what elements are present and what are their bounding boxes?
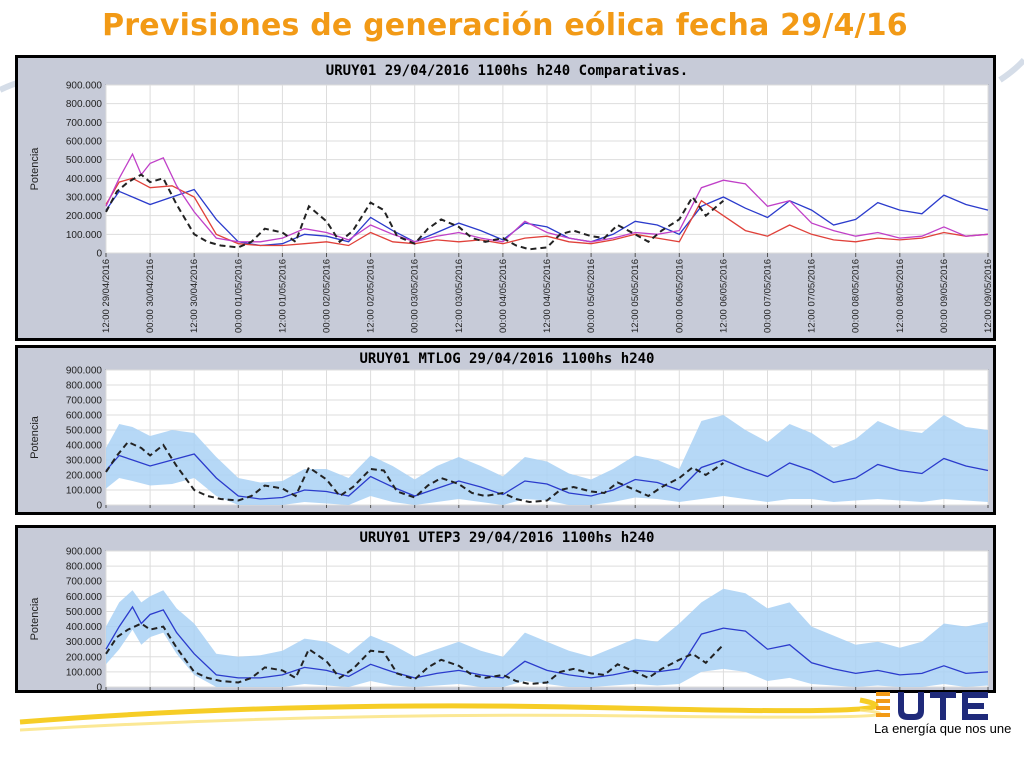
chart-title: URUY01 UTEP3 29/04/2016 1100hs h240 — [359, 530, 654, 546]
y-tick-label: 500.000 — [66, 607, 103, 618]
x-tick-label: 12:00 30/04/2016 — [189, 259, 200, 333]
y-tick-label: 600.000 — [66, 592, 103, 603]
y-tick-label: 500.000 — [66, 155, 103, 166]
chart-panel-mtlog: URUY01 MTLOG 29/04/2016 1100hs h240 0 100.… — [15, 345, 996, 515]
y-tick-label: 600.000 — [66, 411, 103, 422]
comparativas-chart: URUY01 29/04/2016 1100hs h240 Comparativ… — [29, 63, 993, 333]
y-tick-label: 300.000 — [66, 456, 103, 467]
y-tick-label: 600.000 — [66, 137, 103, 148]
y-tick-label: 100.000 — [66, 486, 103, 497]
x-tick-label: 00:00 07/05/2016 — [763, 259, 774, 333]
ute-tagline: La energía que nos une — [874, 721, 1012, 736]
series-line-1 — [105, 177, 989, 247]
series-line-0 — [105, 188, 989, 247]
y-tick-label: 200.000 — [66, 211, 103, 222]
x-tick-label: 12:00 06/05/2016 — [718, 259, 729, 333]
y-tick-label: 200.000 — [66, 471, 103, 482]
y-tick-label: 900.000 — [66, 366, 103, 377]
y-axis-label: Potencia — [29, 147, 41, 191]
y-axis-label: Potencia — [29, 415, 41, 459]
y-axis-label: Potencia — [29, 597, 41, 641]
y-tick-label: 700.000 — [66, 577, 103, 588]
y-tick-label: 800.000 — [66, 562, 103, 573]
series-line-1 — [105, 622, 725, 686]
y-tick-label: 700.000 — [66, 118, 103, 129]
x-tick-label: 12:00 03/05/2016 — [454, 259, 465, 333]
series-line-0 — [105, 605, 989, 679]
utep3-chart: URUY01 UTEP3 29/04/2016 1100hs h240 0 100.… — [29, 530, 989, 691]
x-tick-label: 00:00 06/05/2016 — [674, 259, 685, 333]
y-tick-label: 400.000 — [66, 441, 103, 452]
y-tick-label: 0 — [96, 683, 102, 691]
y-tick-label: 300.000 — [66, 637, 103, 648]
y-tick-label: 900.000 — [66, 81, 103, 92]
x-tick-label: 12:00 04/05/2016 — [542, 259, 553, 333]
x-tick-label: 00:00 03/05/2016 — [410, 259, 421, 333]
series-line-3 — [105, 173, 725, 251]
y-tick-label: 800.000 — [66, 99, 103, 110]
y-tick-label: 200.000 — [66, 652, 103, 663]
y-tick-label: 400.000 — [66, 174, 103, 185]
x-tick-label: 00:00 08/05/2016 — [851, 259, 862, 333]
ute-logo — [876, 692, 988, 720]
x-tick-label: 00:00 04/05/2016 — [498, 259, 509, 333]
x-tick-label: 12:00 09/05/2016 — [983, 259, 993, 333]
y-tick-label: 900.000 — [66, 547, 103, 558]
x-tick-label: 12:00 29/04/2016 — [101, 259, 112, 333]
y-tick-label: 100.000 — [66, 667, 103, 678]
x-tick-label: 12:00 07/05/2016 — [807, 259, 818, 333]
y-tick-label: 100.000 — [66, 230, 103, 241]
mtlog-chart: URUY01 MTLOG 29/04/2016 1100hs h240 0 100.… — [29, 351, 989, 512]
x-tick-label: 00:00 09/05/2016 — [939, 259, 950, 333]
x-tick-label: 00:00 01/05/2016 — [233, 259, 244, 333]
slide-title: Previsiones de generación eólica fecha 2… — [102, 8, 908, 43]
x-tick-label: 12:00 08/05/2016 — [895, 259, 906, 333]
x-tick-label: 00:00 02/05/2016 — [322, 259, 333, 333]
y-tick-label: 400.000 — [66, 622, 103, 633]
series-line-0 — [105, 453, 989, 500]
chart-title: URUY01 MTLOG 29/04/2016 1100hs h240 — [359, 351, 654, 367]
series-line-2 — [105, 152, 989, 243]
chart-panel-comparativas: URUY01 29/04/2016 1100hs h240 Comparativ… — [15, 55, 996, 341]
confidence-band — [106, 415, 988, 505]
y-tick-label: 800.000 — [66, 381, 103, 392]
y-tick-label: 0 — [96, 501, 102, 512]
y-tick-label: 500.000 — [66, 426, 103, 437]
y-tick-label: 0 — [96, 249, 102, 260]
y-tick-label: 700.000 — [66, 396, 103, 407]
x-tick-label: 12:00 01/05/2016 — [277, 259, 288, 333]
x-tick-label: 12:00 05/05/2016 — [630, 259, 641, 333]
x-tick-label: 00:00 30/04/2016 — [145, 259, 156, 333]
chart-title: URUY01 29/04/2016 1100hs h240 Comparativ… — [326, 63, 688, 79]
x-tick-label: 12:00 02/05/2016 — [366, 259, 377, 333]
chart-panel-utep3: URUY01 UTEP3 29/04/2016 1100hs h240 0 100.… — [15, 525, 996, 693]
y-tick-label: 300.000 — [66, 193, 103, 204]
x-tick-label: 00:00 05/05/2016 — [586, 259, 597, 333]
